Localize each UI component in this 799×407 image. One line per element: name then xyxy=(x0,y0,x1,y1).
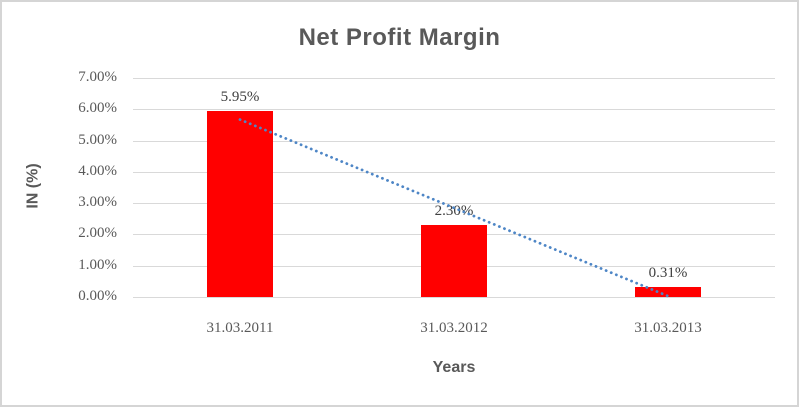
gridline xyxy=(133,109,775,111)
y-tick-label: 2.00% xyxy=(78,225,117,242)
x-category-label: 31.03.2012 xyxy=(420,320,488,336)
bar xyxy=(207,110,273,297)
bar xyxy=(635,287,701,297)
plot-area: 5.95% 2.30% 0.31% xyxy=(133,78,775,298)
y-tick-label: 7.00% xyxy=(78,69,117,85)
gridline xyxy=(133,171,775,173)
x-category-label: 31.03.2013 xyxy=(634,320,702,336)
trendline xyxy=(238,118,670,298)
y-tick-label: 1.00% xyxy=(78,256,117,273)
y-tick-label: 5.00% xyxy=(78,131,117,148)
bar-value-label: 5.95% xyxy=(220,88,260,105)
y-tick-label: 4.00% xyxy=(78,162,117,179)
y-tick-label: 6.00% xyxy=(78,100,117,117)
y-tick-label: 0.00% xyxy=(78,288,117,304)
gridline xyxy=(133,203,775,205)
chart-title: Net Profit Margin xyxy=(298,24,501,51)
gridline xyxy=(133,140,775,142)
gridline xyxy=(133,78,775,79)
bar-value-label: 2.30% xyxy=(434,203,474,219)
x-axis-title: Years xyxy=(432,359,476,376)
bar xyxy=(421,225,487,297)
x-category-label: 31.03.2011 xyxy=(206,320,274,336)
y-tick-label: 3.00% xyxy=(78,194,117,211)
bar-value-label: 0.31% xyxy=(648,265,688,282)
gridline xyxy=(133,297,775,298)
